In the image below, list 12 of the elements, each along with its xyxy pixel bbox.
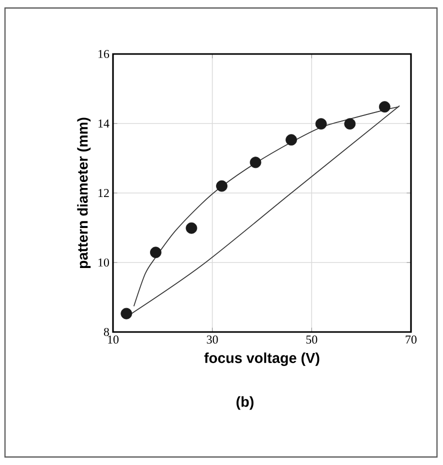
x-tick-label: 50 <box>306 336 318 344</box>
x-tick-label: 30 <box>206 336 218 344</box>
y-tick-label: 10 <box>98 258 109 267</box>
text: (b) <box>236 396 254 410</box>
y-tick-label: 14 <box>98 120 110 128</box>
x-tick-label: 10 <box>108 336 119 344</box>
y-axis-title: pattern diameter (mm) <box>77 118 91 268</box>
y-tick-label: 12 <box>98 189 109 197</box>
x-tick-label: 70 <box>406 336 417 344</box>
y-tick-label: 16 <box>98 50 110 58</box>
y-tick-label: 8 <box>104 328 109 336</box>
x-axis-title: focus voltage (V) <box>204 352 320 366</box>
